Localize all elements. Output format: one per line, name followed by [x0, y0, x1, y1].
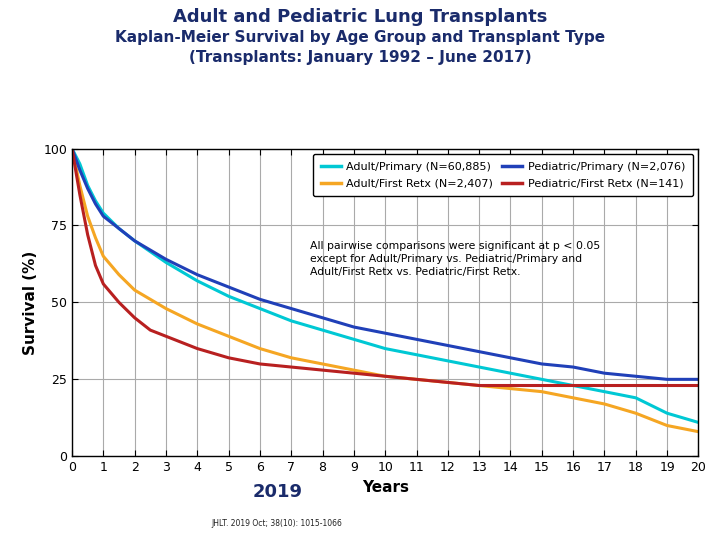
Text: 2019: 2019 — [252, 483, 302, 502]
Y-axis label: Survival (%): Survival (%) — [23, 250, 37, 355]
Text: JHLT. 2019 Oct; 38(10): 1015-1066: JHLT. 2019 Oct; 38(10): 1015-1066 — [212, 519, 343, 528]
X-axis label: Years: Years — [361, 480, 409, 495]
Legend: Adult/Primary (N=60,885), Adult/First Retx (N=2,407), Pediatric/Primary (N=2,076: Adult/Primary (N=60,885), Adult/First Re… — [313, 154, 693, 196]
Text: Adult and Pediatric Lung Transplants: Adult and Pediatric Lung Transplants — [173, 8, 547, 26]
Text: (Transplants: January 1992 – June 2017): (Transplants: January 1992 – June 2017) — [189, 50, 531, 65]
Text: Kaplan-Meier Survival by Age Group and Transplant Type: Kaplan-Meier Survival by Age Group and T… — [115, 30, 605, 45]
Text: ISHLT: ISHLT — [7, 484, 84, 508]
Text: ISHLT • INTERNATIONAL SOCIETY FOR HEART AND LUNG TRANSPLANTATION: ISHLT • INTERNATIONAL SOCIETY FOR HEART … — [18, 509, 303, 515]
Text: All pairwise comparisons were significant at p < 0.05
except for Adult/Primary v: All pairwise comparisons were significan… — [310, 241, 600, 277]
